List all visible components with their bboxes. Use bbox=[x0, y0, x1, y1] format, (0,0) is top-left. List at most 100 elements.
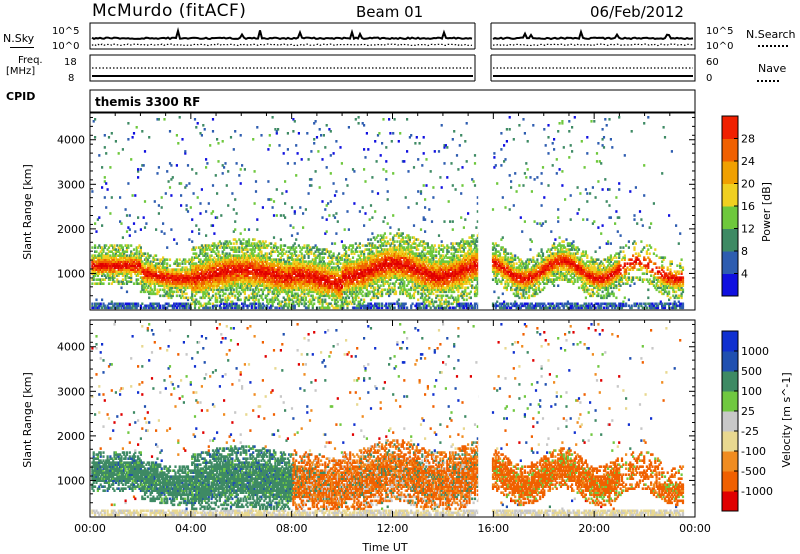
data-cell bbox=[106, 252, 109, 255]
data-cell bbox=[207, 292, 210, 296]
data-cell bbox=[163, 278, 166, 281]
data-cell bbox=[157, 204, 160, 207]
data-cell bbox=[142, 270, 145, 273]
data-cell bbox=[116, 270, 119, 273]
data-cell bbox=[191, 268, 194, 271]
data-cell bbox=[266, 258, 269, 261]
data-cell bbox=[106, 304, 109, 308]
data-cell bbox=[189, 280, 192, 283]
data-cell bbox=[119, 248, 122, 251]
data-cell bbox=[347, 126, 350, 129]
data-cell bbox=[250, 306, 253, 310]
data-cell bbox=[224, 260, 227, 263]
data-cell bbox=[246, 264, 249, 267]
data-cell bbox=[266, 262, 269, 265]
data-cell bbox=[119, 302, 122, 306]
data-cell bbox=[98, 260, 101, 263]
data-cell bbox=[389, 238, 392, 241]
data-cell bbox=[272, 292, 276, 296]
cpid-value: themis 3300 RF bbox=[95, 95, 200, 109]
data-cell bbox=[246, 250, 249, 253]
data-cell bbox=[321, 200, 324, 203]
data-cell bbox=[141, 130, 144, 133]
data-cell bbox=[314, 170, 317, 173]
data-cell bbox=[107, 306, 111, 310]
data-cell bbox=[220, 272, 223, 275]
data-cell bbox=[270, 246, 273, 249]
data-cell bbox=[210, 258, 213, 261]
data-cell bbox=[112, 252, 115, 255]
data-cell bbox=[227, 296, 230, 300]
data-cell bbox=[188, 282, 191, 285]
data-cell bbox=[162, 280, 165, 283]
data-cell bbox=[102, 278, 105, 281]
data-cell bbox=[148, 284, 151, 287]
data-cell bbox=[173, 302, 176, 306]
data-cell bbox=[191, 290, 194, 294]
data-cell bbox=[145, 258, 148, 261]
data-cell bbox=[211, 262, 215, 265]
data-cell bbox=[217, 264, 220, 267]
data-cell bbox=[95, 268, 98, 271]
data-cell bbox=[403, 280, 406, 283]
data-cell bbox=[325, 218, 328, 221]
data-cell bbox=[175, 290, 178, 294]
data-cell bbox=[121, 252, 124, 255]
data-cell bbox=[134, 256, 137, 259]
data-cell bbox=[252, 264, 255, 267]
data-cell bbox=[267, 266, 270, 269]
data-cell bbox=[252, 254, 255, 257]
data-cell bbox=[236, 296, 239, 300]
data-cell bbox=[173, 276, 176, 279]
data-cell bbox=[101, 246, 104, 249]
data-cell bbox=[124, 264, 127, 267]
data-cell bbox=[130, 256, 133, 259]
data-cell bbox=[274, 274, 277, 277]
data-cell bbox=[227, 306, 230, 310]
data-cell bbox=[245, 272, 248, 275]
data-cell bbox=[321, 158, 324, 161]
data-cell bbox=[113, 280, 116, 283]
data-cell bbox=[218, 264, 221, 267]
data-cell bbox=[139, 276, 142, 279]
data-cell bbox=[142, 272, 145, 275]
data-cell bbox=[145, 256, 148, 259]
data-cell bbox=[189, 284, 192, 287]
data-cell bbox=[152, 256, 155, 259]
data-cell bbox=[150, 282, 154, 285]
data-cell bbox=[257, 258, 260, 261]
data-cell bbox=[401, 236, 404, 239]
data-cell bbox=[94, 302, 97, 306]
data-cell bbox=[216, 276, 219, 279]
data-cell bbox=[229, 300, 233, 304]
data-cell bbox=[159, 282, 162, 285]
data-cell bbox=[225, 306, 228, 310]
data-cell bbox=[275, 270, 278, 273]
data-cell bbox=[175, 280, 178, 283]
data-cell bbox=[164, 270, 167, 273]
data-cell bbox=[263, 286, 266, 290]
data-cell bbox=[167, 288, 170, 292]
data-cell bbox=[138, 270, 141, 273]
data-cell bbox=[130, 276, 133, 279]
data-cell bbox=[196, 256, 199, 259]
data-cell bbox=[95, 250, 98, 253]
data-cell bbox=[101, 298, 104, 302]
data-cell bbox=[400, 260, 403, 263]
data-cell bbox=[142, 286, 145, 290]
data-cell bbox=[235, 288, 238, 292]
data-cell bbox=[254, 262, 258, 265]
data-cell bbox=[209, 298, 212, 302]
data-cell bbox=[157, 118, 160, 121]
data-cell bbox=[277, 290, 280, 294]
data-cell bbox=[180, 276, 183, 279]
data-cell bbox=[166, 294, 169, 298]
data-cell bbox=[317, 150, 320, 153]
data-cell bbox=[270, 300, 273, 304]
data-cell bbox=[124, 262, 127, 265]
data-cell bbox=[228, 292, 231, 296]
data-cell bbox=[101, 274, 104, 277]
data-cell bbox=[223, 246, 226, 249]
data-cell bbox=[249, 270, 252, 273]
data-cell bbox=[141, 266, 144, 269]
